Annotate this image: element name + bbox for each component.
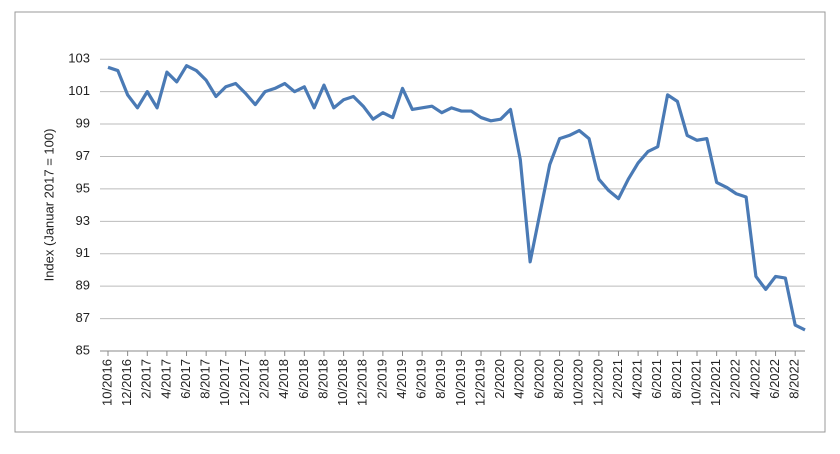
y-tick-label: 99 bbox=[76, 115, 90, 130]
x-tick-label: 10/2019 bbox=[453, 359, 468, 406]
x-tick-label: 8/2019 bbox=[433, 359, 448, 399]
x-tick-label: 6/2019 bbox=[414, 359, 429, 399]
x-tick-label: 8/2018 bbox=[315, 359, 330, 399]
x-tick-label: 2/2022 bbox=[728, 359, 743, 399]
x-tick-label: 8/2020 bbox=[551, 359, 566, 399]
x-tick-label: 12/2017 bbox=[237, 359, 252, 406]
line-series bbox=[107, 64, 806, 332]
x-tick-label: 10/2020 bbox=[571, 359, 586, 406]
x-tick-label: 2/2018 bbox=[257, 359, 272, 399]
x-tick-label: 12/2021 bbox=[708, 359, 723, 406]
x-tick-label: 4/2020 bbox=[512, 359, 527, 399]
x-tick-label: 6/2022 bbox=[767, 359, 782, 399]
y-tick-label: 93 bbox=[76, 213, 90, 228]
x-tick-label: 6/2018 bbox=[296, 359, 311, 399]
x-tick-label: 10/2017 bbox=[217, 359, 232, 406]
x-tick-label: 4/2022 bbox=[747, 359, 762, 399]
y-tick-label: 103 bbox=[68, 51, 90, 66]
x-tick-label: 12/2018 bbox=[355, 359, 370, 406]
y-tick-label: 101 bbox=[68, 83, 90, 98]
x-tick-label: 10/2016 bbox=[99, 359, 114, 406]
x-tick-label: 2/2017 bbox=[139, 359, 154, 399]
x-tick-label: 4/2018 bbox=[276, 359, 291, 399]
x-tick-label: 2/2019 bbox=[374, 359, 389, 399]
y-tick-label: 85 bbox=[76, 342, 90, 357]
x-tick-label: 8/2021 bbox=[669, 359, 684, 399]
y-axis-label: Index (Januar 2017 = 100) bbox=[41, 129, 56, 282]
x-tick-label: 12/2019 bbox=[472, 359, 487, 406]
x-tick-label: 6/2017 bbox=[178, 359, 193, 399]
y-tick-label: 97 bbox=[76, 148, 90, 163]
x-tick-label: 4/2021 bbox=[630, 359, 645, 399]
y-tick-label: 95 bbox=[76, 180, 90, 195]
frame bbox=[14, 11, 826, 433]
y-tick-label: 89 bbox=[76, 278, 90, 293]
y-tick-label: 91 bbox=[76, 245, 90, 260]
x-tick-label: 12/2016 bbox=[119, 359, 134, 406]
x-tick-label: 6/2020 bbox=[531, 359, 546, 399]
x-tick-label: 6/2021 bbox=[649, 359, 664, 399]
x-tick-label: 2/2020 bbox=[492, 359, 507, 399]
x-tick-label: 10/2018 bbox=[335, 359, 350, 406]
x-tick-label: 10/2021 bbox=[688, 359, 703, 406]
y-tick-label: 87 bbox=[76, 310, 90, 325]
x-tick-label: 8/2017 bbox=[198, 359, 213, 399]
x-tick-label: 4/2017 bbox=[158, 359, 173, 399]
x-tick-label: 4/2019 bbox=[394, 359, 409, 399]
x-tick-label: 12/2020 bbox=[590, 359, 605, 406]
x-tick-label: 2/2021 bbox=[610, 359, 625, 399]
x-tick-label: 8/2022 bbox=[787, 359, 802, 399]
